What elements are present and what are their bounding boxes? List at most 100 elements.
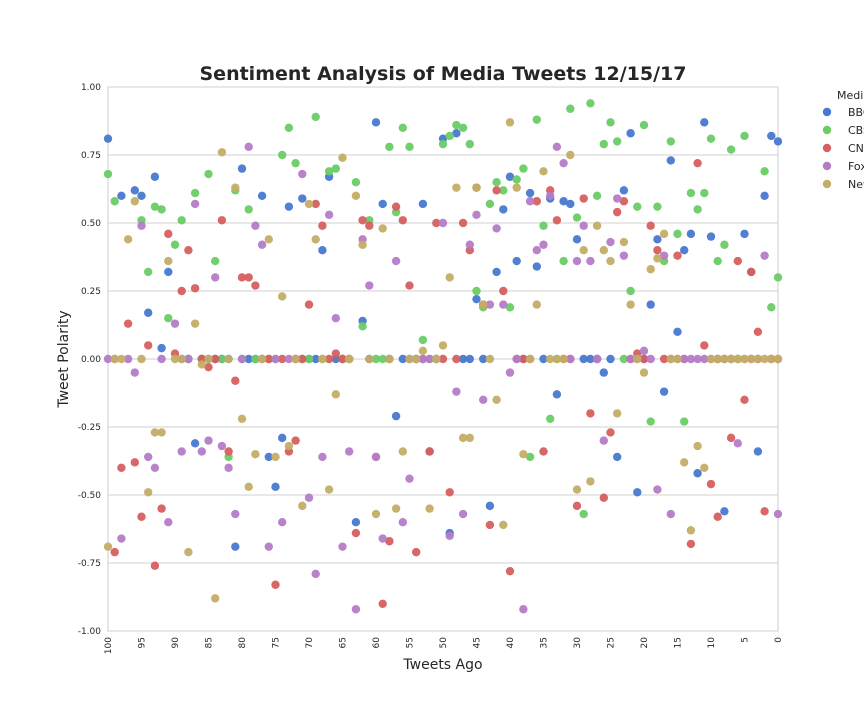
- data-point: [345, 354, 354, 364]
- data-point: [324, 354, 334, 364]
- data-point: [264, 354, 273, 364]
- data-point: [666, 354, 675, 364]
- data-point: [217, 148, 227, 157]
- data-point: [170, 240, 180, 249]
- data-point: [137, 512, 146, 521]
- data-point: [559, 354, 568, 364]
- data-point: [713, 354, 722, 364]
- data-point: [452, 183, 461, 192]
- data-point: [532, 300, 541, 309]
- data-point: [318, 246, 327, 255]
- data-point: [231, 509, 240, 519]
- data-point: [472, 210, 481, 220]
- legend-label: Fox: [848, 160, 864, 173]
- data-point: [673, 327, 682, 336]
- data-point: [204, 362, 213, 372]
- data-point: [566, 199, 575, 209]
- data-point: [626, 286, 635, 296]
- data-point: [579, 354, 588, 364]
- data-point: [485, 520, 495, 530]
- data-point: [472, 183, 481, 192]
- data-point: [767, 131, 776, 141]
- data-point: [298, 169, 307, 179]
- data-point: [190, 319, 200, 328]
- data-point: [720, 240, 729, 249]
- data-point: [204, 354, 213, 364]
- data-point: [338, 542, 347, 551]
- x-tick-label: 80: [238, 637, 248, 649]
- data-point: [479, 395, 488, 404]
- data-point: [713, 512, 722, 521]
- data-point: [130, 368, 139, 377]
- data-point: [251, 450, 260, 459]
- data-point: [217, 216, 227, 225]
- data-point: [103, 354, 113, 364]
- legend-label: BBC: [848, 106, 864, 119]
- data-point: [659, 354, 669, 364]
- data-point: [110, 547, 119, 557]
- data-point: [157, 428, 166, 437]
- data-point: [566, 150, 575, 160]
- data-point: [700, 118, 709, 127]
- data-point: [432, 218, 441, 228]
- data-point: [445, 131, 454, 141]
- data-point: [733, 354, 742, 364]
- legend-marker: [822, 179, 832, 189]
- data-point: [465, 433, 474, 443]
- data-point: [519, 164, 528, 173]
- data-point: [365, 221, 374, 230]
- data-point: [532, 262, 541, 271]
- data-point: [552, 142, 562, 152]
- data-point: [452, 354, 461, 364]
- data-point: [633, 488, 642, 497]
- data-point: [164, 314, 173, 323]
- data-point: [579, 509, 588, 519]
- data-point: [499, 300, 508, 309]
- data-point: [311, 112, 320, 122]
- data-point: [190, 284, 200, 293]
- data-point: [653, 246, 662, 255]
- data-point: [177, 447, 186, 456]
- data-point: [398, 216, 407, 225]
- data-point: [485, 199, 495, 209]
- data-point: [318, 452, 327, 462]
- data-point: [398, 123, 407, 132]
- data-point: [626, 129, 635, 138]
- data-point: [284, 441, 294, 451]
- data-point: [740, 131, 749, 141]
- data-point: [539, 447, 548, 456]
- data-point: [358, 322, 367, 331]
- data-point: [378, 534, 387, 543]
- data-point: [311, 235, 320, 244]
- series-new-york-times: [103, 118, 783, 603]
- data-point: [633, 354, 642, 364]
- data-point: [398, 447, 407, 456]
- data-point: [512, 354, 521, 364]
- data-point: [123, 354, 133, 364]
- data-point: [164, 518, 173, 527]
- x-tick-label: 35: [540, 637, 550, 648]
- data-point: [706, 232, 716, 241]
- data-point: [278, 433, 287, 443]
- data-point: [773, 354, 783, 364]
- data-point: [103, 169, 113, 179]
- data-point: [646, 300, 655, 309]
- x-tick-label: 85: [205, 637, 215, 648]
- data-point: [666, 156, 675, 165]
- data-point: [693, 469, 702, 478]
- data-point: [144, 308, 153, 317]
- data-point: [371, 452, 381, 462]
- data-point: [452, 129, 461, 138]
- data-point: [358, 216, 367, 225]
- data-point: [264, 542, 273, 551]
- data-point: [351, 605, 361, 614]
- data-point: [673, 251, 682, 260]
- data-point: [505, 368, 515, 377]
- data-point: [673, 229, 682, 239]
- data-point: [566, 104, 575, 113]
- data-point: [412, 547, 421, 557]
- x-tick-label: 5: [741, 637, 751, 643]
- data-point: [532, 115, 541, 124]
- data-point: [566, 354, 575, 364]
